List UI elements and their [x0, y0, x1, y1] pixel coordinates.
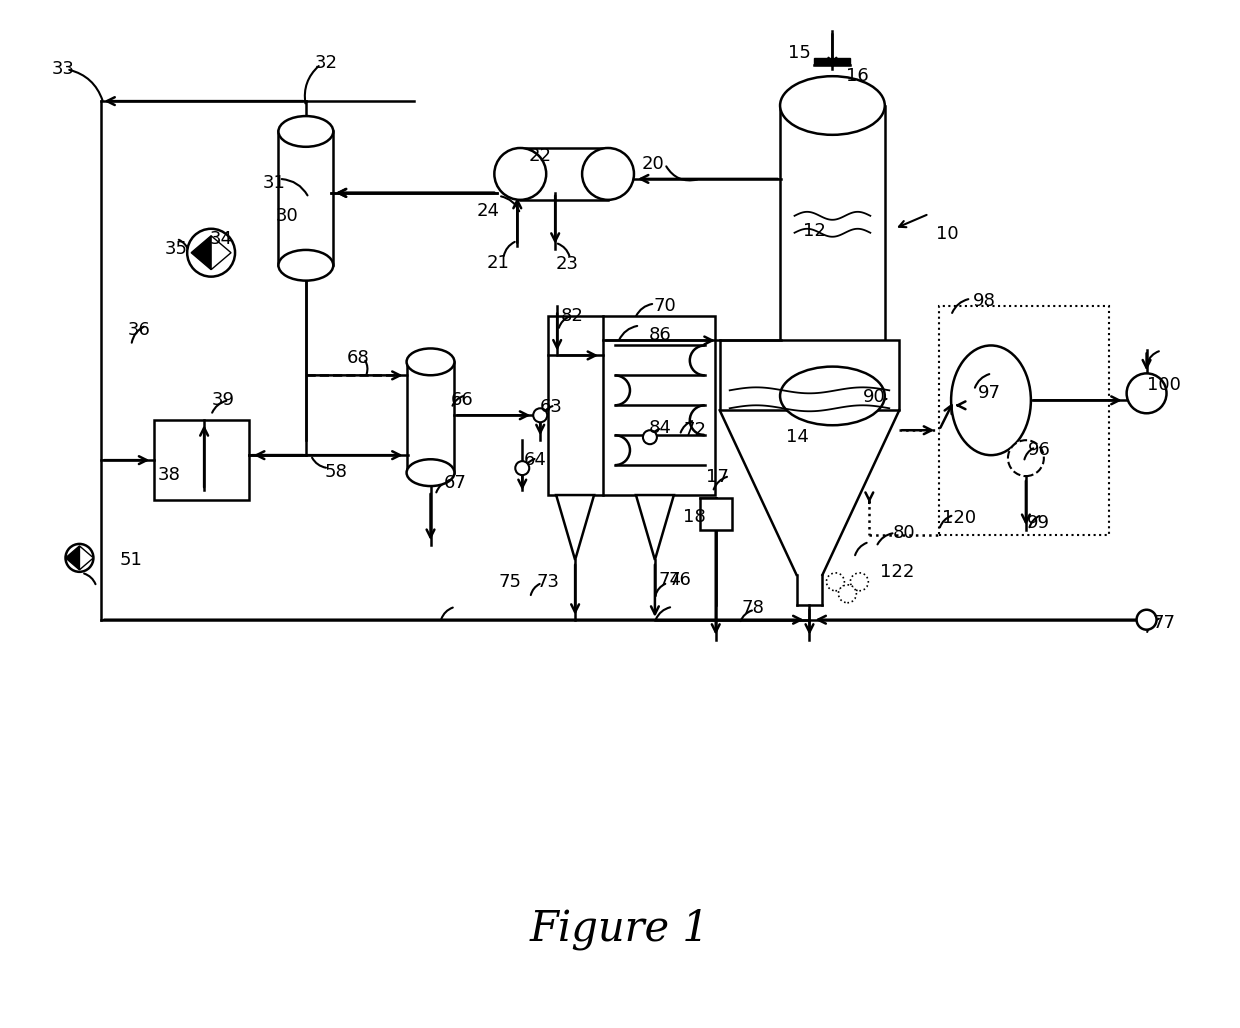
- Ellipse shape: [582, 148, 634, 199]
- Bar: [719, 340, 899, 410]
- Text: 14: 14: [786, 429, 808, 446]
- Text: 80: 80: [893, 524, 915, 542]
- Text: 63: 63: [539, 398, 563, 416]
- Circle shape: [826, 573, 844, 591]
- Text: 76: 76: [668, 571, 691, 589]
- Polygon shape: [557, 495, 594, 560]
- Text: 73: 73: [537, 573, 559, 591]
- Text: 12: 12: [804, 222, 826, 240]
- Text: 77: 77: [1152, 614, 1176, 631]
- Text: 74: 74: [658, 571, 681, 589]
- Text: 34: 34: [210, 229, 233, 248]
- Text: 72: 72: [683, 421, 707, 439]
- Text: 38: 38: [157, 466, 181, 484]
- Polygon shape: [79, 546, 93, 570]
- Text: 122: 122: [880, 563, 914, 581]
- Ellipse shape: [279, 116, 334, 147]
- Circle shape: [838, 585, 857, 602]
- Text: 10: 10: [936, 225, 959, 243]
- Bar: [939, 305, 1109, 535]
- Bar: [279, 132, 334, 265]
- Text: 33: 33: [52, 61, 74, 78]
- Polygon shape: [66, 546, 79, 570]
- Circle shape: [851, 573, 868, 591]
- Circle shape: [1137, 610, 1157, 630]
- Polygon shape: [211, 235, 231, 269]
- Text: 100: 100: [1147, 376, 1180, 395]
- Ellipse shape: [495, 148, 546, 199]
- Text: 120: 120: [942, 509, 976, 527]
- Text: 70: 70: [653, 296, 676, 315]
- Text: 35: 35: [165, 240, 187, 258]
- Polygon shape: [191, 235, 211, 269]
- Text: 32: 32: [314, 54, 337, 72]
- Circle shape: [1127, 373, 1167, 413]
- Text: 67: 67: [444, 474, 467, 492]
- Circle shape: [533, 408, 547, 423]
- Text: 51: 51: [120, 551, 143, 568]
- Text: 18: 18: [683, 508, 706, 526]
- Text: 22: 22: [528, 147, 552, 164]
- Bar: [780, 106, 885, 396]
- Bar: [815, 59, 851, 65]
- Circle shape: [516, 462, 529, 475]
- Text: Figure 1: Figure 1: [529, 908, 711, 950]
- Text: 86: 86: [649, 327, 671, 344]
- Text: 97: 97: [977, 384, 1001, 402]
- Text: 15: 15: [789, 44, 811, 63]
- Ellipse shape: [407, 460, 454, 486]
- Text: 23: 23: [556, 255, 579, 272]
- Text: 30: 30: [275, 207, 299, 225]
- Bar: [548, 316, 714, 495]
- Polygon shape: [636, 495, 673, 560]
- Text: 82: 82: [560, 306, 584, 325]
- Ellipse shape: [780, 367, 885, 426]
- Ellipse shape: [407, 348, 454, 375]
- Text: 90: 90: [863, 389, 885, 406]
- Text: 98: 98: [972, 292, 996, 309]
- Text: 99: 99: [1028, 514, 1050, 531]
- Circle shape: [1008, 440, 1044, 476]
- Text: 17: 17: [707, 468, 729, 486]
- Circle shape: [187, 229, 236, 277]
- Bar: [407, 362, 454, 473]
- Text: 36: 36: [128, 322, 151, 339]
- Text: 21: 21: [487, 254, 510, 271]
- Ellipse shape: [951, 345, 1030, 455]
- Circle shape: [642, 431, 657, 444]
- Text: 84: 84: [649, 419, 671, 437]
- Text: 58: 58: [325, 463, 347, 481]
- Circle shape: [66, 544, 93, 572]
- Text: 24: 24: [477, 201, 500, 220]
- Text: 16: 16: [846, 67, 869, 85]
- Ellipse shape: [780, 76, 885, 135]
- Text: 96: 96: [1028, 441, 1050, 460]
- Text: 68: 68: [346, 350, 370, 367]
- Text: 20: 20: [641, 155, 665, 173]
- Text: 75: 75: [498, 573, 522, 591]
- Bar: [154, 420, 249, 500]
- Text: 66: 66: [451, 392, 474, 409]
- Bar: [699, 498, 732, 530]
- Bar: [521, 148, 608, 199]
- Text: 31: 31: [263, 174, 285, 192]
- Text: 78: 78: [742, 598, 764, 617]
- Ellipse shape: [279, 250, 334, 281]
- Text: 64: 64: [523, 451, 547, 469]
- Text: 39: 39: [212, 392, 234, 409]
